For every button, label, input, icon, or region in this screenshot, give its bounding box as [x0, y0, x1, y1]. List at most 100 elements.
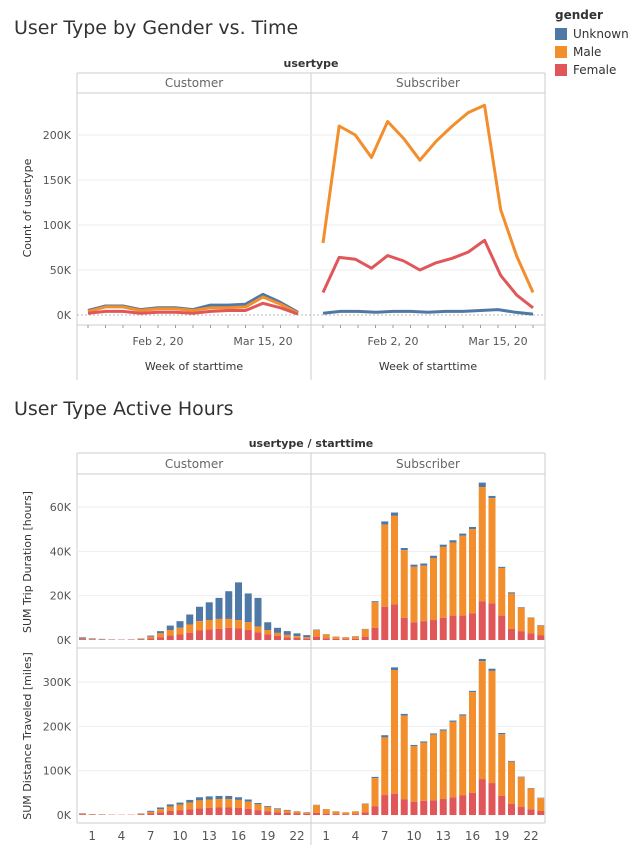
bar-customer-female: [205, 629, 213, 640]
bar-customer-male: [137, 638, 145, 640]
bar-customer-female: [215, 807, 223, 815]
bar-customer-male: [186, 624, 194, 633]
bar-subscriber-male: [498, 567, 506, 616]
bar-customer-male: [303, 637, 311, 639]
bar-subscriber-female: [400, 617, 408, 640]
bar-customer-female: [254, 632, 262, 640]
bar-subscriber-unknown: [488, 668, 496, 671]
bar-subscriber-female: [527, 809, 535, 815]
bar-subscriber-female: [459, 795, 467, 815]
bar-customer-female: [244, 630, 252, 640]
bar-subscriber-unknown: [420, 563, 428, 566]
legend-item-male[interactable]: Male: [555, 44, 629, 60]
chart2-x-tick-label: 16: [231, 829, 246, 843]
bar-subscriber-female: [371, 806, 379, 815]
bar-customer-male: [79, 638, 86, 640]
bar-subscriber-male: [488, 670, 496, 784]
chart2-x-tick-label: 13: [436, 829, 451, 843]
bar-subscriber-unknown: [478, 482, 486, 488]
chart2-y-tick-label: 300K: [43, 676, 72, 689]
chart2-header: usertype / starttime: [249, 437, 374, 450]
bar-subscriber-male: [381, 524, 389, 607]
bar-customer-unknown: [264, 622, 272, 631]
chart1-x-axis-label: Week of starttime: [379, 360, 477, 373]
chart1-y-axis-label: Count of usertype: [21, 158, 34, 257]
legend-swatch-unknown: [555, 28, 567, 40]
bar-customer-unknown: [147, 635, 155, 637]
chart2-x-tick-label: 22: [523, 829, 538, 843]
bar-customer-male: [157, 809, 164, 813]
bar-subscriber-unknown: [517, 776, 525, 778]
bar-customer-unknown: [196, 797, 203, 801]
chart2-x-tick-label: 7: [147, 829, 155, 843]
bar-customer-unknown: [157, 631, 164, 634]
bar-customer-unknown: [147, 810, 155, 812]
bar-subscriber-female: [400, 799, 408, 815]
bar-subscriber-male: [371, 778, 379, 807]
bar-subscriber-female: [537, 811, 545, 815]
bar-subscriber-female: [478, 779, 486, 815]
bar-customer-unknown: [225, 795, 233, 800]
bar-customer-unknown: [186, 614, 194, 625]
bar-subscriber-male: [537, 625, 545, 636]
bar-customer-male: [244, 801, 252, 809]
bar-customer-unknown: [293, 633, 301, 637]
bar-subscriber-male: [313, 630, 320, 637]
bar-customer-female: [157, 637, 164, 640]
bar-customer-female: [147, 813, 155, 815]
chart2-x-tick-label: 16: [465, 829, 480, 843]
legend-swatch-male: [555, 46, 567, 58]
bar-subscriber-male: [430, 734, 437, 801]
bar-subscriber-unknown: [410, 744, 418, 747]
chart2-x-tick-label: 1: [322, 829, 330, 843]
bar-customer-male: [225, 618, 233, 628]
bar-subscriber-unknown: [508, 760, 515, 762]
bar-customer-unknown: [283, 631, 291, 635]
chart2-y-tick-label: 20K: [50, 590, 72, 603]
legend-label-female: Female: [573, 63, 617, 77]
bar-subscriber-female: [498, 615, 506, 640]
bar-subscriber-female: [449, 797, 457, 815]
line-series-subscriber-female: [321, 238, 534, 309]
chart1-panel-label-subscriber: Subscriber: [396, 76, 460, 90]
bar-subscriber-female: [498, 795, 506, 815]
bar-customer-female: [283, 813, 291, 815]
bar-subscriber-female: [488, 783, 496, 815]
bar-customer-male: [79, 813, 86, 815]
chart2-y-tick-label: 100K: [43, 765, 72, 778]
bar-customer-male: [157, 633, 164, 638]
bar-subscriber-male: [352, 811, 359, 815]
chart-title-user-type-by-gender: User Type by Gender vs. Time: [14, 17, 299, 39]
bar-customer-male: [264, 807, 272, 812]
bar-customer-unknown: [254, 597, 262, 627]
bar-subscriber-female: [342, 639, 350, 640]
bar-subscriber-unknown: [459, 533, 467, 536]
bar-customer-unknown: [254, 803, 262, 805]
bar-customer-male: [293, 811, 301, 814]
bar-customer-female: [225, 627, 233, 640]
bar-subscriber-unknown: [498, 732, 506, 735]
bar-subscriber-unknown: [391, 512, 398, 516]
legend-item-female[interactable]: Female: [555, 62, 629, 78]
bar-customer-male: [166, 806, 174, 812]
chart2-x-tick-label: 10: [406, 829, 421, 843]
chart2-panel-label-subscriber: Subscriber: [396, 457, 460, 471]
bar-customer-female: [166, 635, 174, 640]
chart1-y-tick-label: 200K: [43, 129, 72, 142]
chart2-x-tick-label: 13: [202, 829, 217, 843]
bar-subscriber-female: [322, 638, 330, 640]
chart1-y-tick-label: 50K: [50, 264, 72, 277]
bar-subscriber-male: [332, 811, 340, 815]
bar-customer-male: [274, 632, 281, 637]
bar-subscriber-unknown: [488, 495, 496, 499]
bar-customer-unknown: [244, 799, 252, 802]
bar-subscriber-unknown: [508, 592, 515, 594]
bar-customer-male: [225, 799, 233, 808]
bar-subscriber-male: [391, 515, 398, 605]
bar-subscriber-female: [342, 814, 350, 815]
bar-customer-male: [205, 620, 213, 630]
bar-customer-male: [254, 804, 262, 811]
bar-customer-unknown: [176, 621, 184, 628]
legend-item-unknown[interactable]: Unknown: [555, 26, 629, 42]
bar-subscriber-unknown: [391, 667, 398, 671]
